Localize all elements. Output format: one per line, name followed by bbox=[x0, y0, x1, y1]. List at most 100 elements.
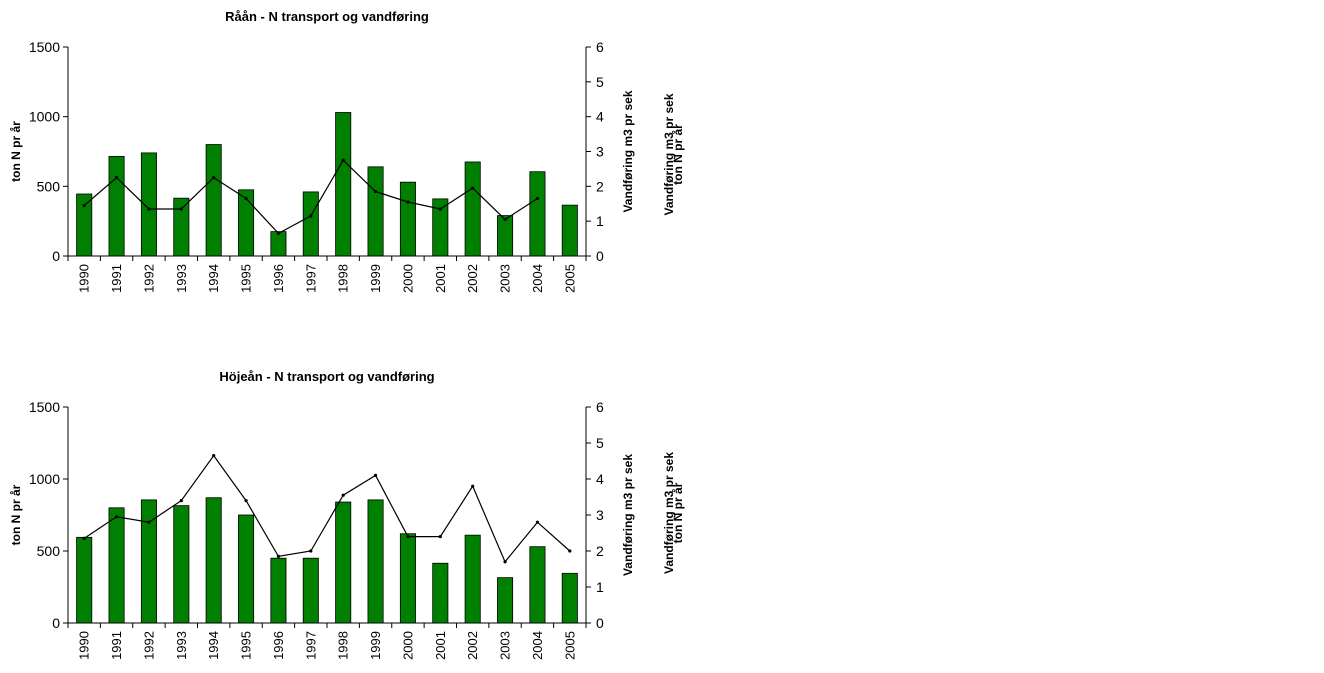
bar bbox=[497, 215, 514, 257]
line-point bbox=[276, 554, 281, 558]
bar bbox=[464, 161, 481, 257]
y2-tick-label: 0 bbox=[596, 248, 604, 264]
line-point bbox=[179, 207, 183, 211]
y-tick-label: 1000 bbox=[29, 109, 60, 125]
y2-tick-label: 4 bbox=[596, 471, 604, 487]
x-tick-label: 1993 bbox=[174, 631, 189, 660]
chart-hojean: Höjeån - N transport og vandføring 0 500 10… bbox=[9, 369, 635, 660]
bar bbox=[108, 507, 125, 624]
line-point bbox=[438, 207, 442, 211]
line-point bbox=[244, 196, 248, 201]
x-tick-label: 1996 bbox=[271, 264, 286, 293]
y2-tick-label: 1 bbox=[596, 579, 604, 595]
y-tick-label: 1000 bbox=[29, 471, 60, 487]
x-tick-label: 2003 bbox=[498, 631, 513, 660]
x-tick-label: 1991 bbox=[109, 631, 124, 660]
y-tick-label: 1500 bbox=[29, 39, 60, 55]
line-point bbox=[438, 535, 442, 539]
x-tick-label: 1991 bbox=[109, 264, 124, 293]
y2-axis-label: Vandføring m3 pr sek bbox=[662, 93, 676, 215]
line-point bbox=[373, 189, 378, 194]
y-tick-label: 500 bbox=[37, 178, 61, 194]
y2-tick-label: 6 bbox=[596, 399, 604, 415]
chart-saxan: Saxån - N transport og vandføring0500100… bbox=[662, 93, 685, 215]
x-tick-label: 2001 bbox=[433, 264, 448, 293]
bar bbox=[399, 181, 416, 257]
bar bbox=[238, 514, 255, 624]
bar bbox=[205, 144, 222, 257]
chart-raan: Råån - N transport og vandføring 0 500 1000… bbox=[9, 9, 635, 293]
line-point bbox=[503, 217, 507, 222]
x-tick-label: 1998 bbox=[336, 264, 351, 293]
x-tick-label: 1992 bbox=[141, 631, 156, 660]
bar bbox=[529, 171, 546, 257]
x-tick-label: 1994 bbox=[206, 631, 221, 660]
y2-axis-label: Vandføring m3 pr sek bbox=[621, 90, 635, 212]
y2-tick-label: 2 bbox=[596, 543, 604, 559]
x-tick-label: 1997 bbox=[303, 264, 318, 293]
chart-title: Höjeån - N transport og vandføring bbox=[219, 369, 434, 384]
y2-axis-label: Vandføring m3 pr sek bbox=[621, 454, 635, 576]
x-tick-label: 1992 bbox=[141, 264, 156, 293]
y-tick-label: 0 bbox=[52, 615, 60, 631]
line-point bbox=[179, 499, 183, 503]
y-tick-label: 0 bbox=[52, 248, 60, 264]
x-tick-label: 1999 bbox=[368, 264, 383, 293]
bar bbox=[432, 562, 449, 624]
bar bbox=[464, 534, 481, 624]
bar bbox=[561, 572, 578, 624]
line-point bbox=[373, 473, 378, 477]
x-tick-label: 2004 bbox=[530, 631, 545, 660]
line-point bbox=[114, 515, 119, 519]
line-point bbox=[147, 207, 151, 211]
line-point bbox=[568, 549, 572, 553]
bar bbox=[367, 499, 384, 624]
y2-tick-label: 1 bbox=[596, 213, 604, 229]
x-tick-label: 2002 bbox=[465, 631, 480, 660]
x-tick-label: 1994 bbox=[206, 264, 221, 293]
bar bbox=[367, 166, 384, 257]
y-axis-label: ton N pr år bbox=[671, 482, 685, 543]
line-point bbox=[535, 520, 540, 524]
x-tick-label: 2005 bbox=[562, 264, 577, 293]
bar bbox=[270, 231, 287, 257]
y2-tick-label: 5 bbox=[596, 435, 604, 451]
y-tick-label: 500 bbox=[37, 543, 61, 559]
line-point bbox=[406, 200, 410, 204]
bar bbox=[302, 557, 319, 624]
line-point bbox=[276, 231, 281, 235]
x-tick-label: 2005 bbox=[562, 631, 577, 660]
bar bbox=[173, 197, 190, 257]
y-tick-label: 1500 bbox=[29, 399, 60, 415]
y-axis-label: ton N pr år bbox=[9, 484, 23, 545]
x-tick-label: 1999 bbox=[368, 631, 383, 660]
bar bbox=[76, 536, 93, 624]
x-tick-label: 2002 bbox=[465, 264, 480, 293]
line-point bbox=[244, 499, 248, 503]
line-point bbox=[471, 186, 475, 190]
chart-segean: Segeån - N transport og vandføring050010… bbox=[662, 452, 685, 574]
line-point bbox=[535, 196, 540, 201]
x-tick-label: 1995 bbox=[239, 264, 254, 293]
line-point bbox=[309, 214, 313, 218]
x-tick-label: 1990 bbox=[77, 631, 92, 660]
line-series bbox=[83, 454, 571, 563]
line-point bbox=[341, 493, 345, 497]
x-tick-label: 1996 bbox=[271, 631, 286, 660]
y2-tick-label: 4 bbox=[596, 109, 604, 125]
x-tick-label: 2001 bbox=[433, 631, 448, 660]
bar bbox=[270, 557, 287, 624]
x-tick-label: 1995 bbox=[239, 631, 254, 660]
x-tick-label: 2000 bbox=[400, 264, 415, 293]
line-point bbox=[406, 535, 410, 539]
y2-tick-label: 3 bbox=[596, 144, 604, 160]
y2-axis-label: Vandføring m3 pr sek bbox=[662, 452, 676, 574]
x-tick-label: 2004 bbox=[530, 264, 545, 293]
bar bbox=[173, 505, 190, 624]
bar bbox=[529, 546, 546, 624]
x-tick-label: 2003 bbox=[498, 264, 513, 293]
line-point bbox=[212, 176, 216, 180]
x-tick-label: 1993 bbox=[174, 264, 189, 293]
bar bbox=[497, 577, 514, 624]
